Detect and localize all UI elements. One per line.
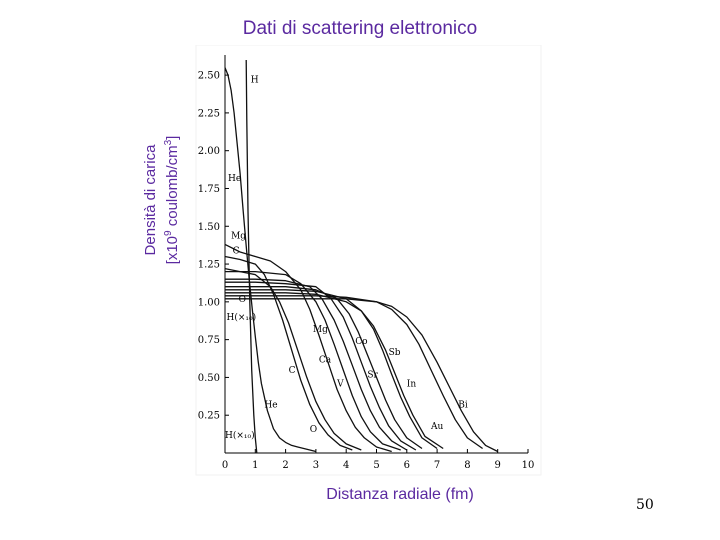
x-tick-label: 2: [282, 460, 288, 471]
chart-axes: 0 1 2 3 4 5 6 7 8 9 10 0.25 0.50 0.75 1.00 1.25 1.50 1.75…: [198, 55, 535, 471]
series-line-c: [224, 255, 353, 451]
y-tick-label: 1.50: [198, 222, 220, 233]
x-tick-label: 1: [252, 460, 258, 471]
curve-label: Co: [355, 337, 367, 347]
x-tick-label: 8: [464, 460, 470, 471]
y-axis-label-line2: [x109 coulomb/cm3]: [160, 136, 182, 265]
series-line-sr: [225, 286, 423, 450]
curve-label: H(×₁₀): [225, 430, 255, 441]
x-tick-label: 4: [343, 460, 349, 471]
y-axis-label-close: ]: [164, 135, 181, 140]
curve-label: Mg: [313, 325, 328, 335]
curve-label: Sb: [389, 348, 401, 358]
x-tick-label: 0: [222, 460, 228, 471]
curve-label: O: [239, 295, 246, 305]
x-tick-label: 9: [495, 460, 501, 471]
curve-label: O: [310, 425, 317, 435]
series-line-he: [224, 67, 317, 453]
curve-label: C: [289, 366, 296, 376]
series-line-h: [245, 59, 258, 454]
curve-label: In: [407, 380, 417, 390]
curve-label: Bi: [458, 401, 468, 411]
y-tick-label: 2.50: [198, 71, 220, 82]
curve-label: Au: [430, 422, 443, 432]
curve-label: H: [251, 76, 259, 86]
series-line-bi: [225, 298, 498, 453]
y-axis-label-prefix: [x10: [164, 235, 181, 265]
y-tick-label: 2.00: [198, 146, 220, 157]
chart-annotations: H He Mg C O H(×₁₀) Mg Co Sb Ca C Sr V In Bi He Au O H(×₁₀): [225, 76, 468, 441]
curve-label: H(×₁₀): [227, 312, 257, 323]
y-tick-label: 1.25: [198, 260, 220, 271]
y-axis-label-text: Densità di carica [x109 coulomb/cm3]: [142, 136, 182, 265]
x-tick-label: 7: [434, 460, 440, 471]
curve-label: Mg: [231, 231, 246, 241]
curve-label: He: [228, 174, 241, 184]
curve-label: Sr: [367, 370, 378, 380]
series-line-ca: [225, 270, 401, 451]
series-line-in: [225, 292, 444, 450]
x-axis-label: Distanza radiale (fm): [326, 486, 474, 503]
y-axis-label-unit: coulomb/cm: [164, 145, 181, 231]
x-tick-label: 6: [404, 460, 410, 471]
chart-plot: 0 1 2 3 4 5 6 7 8 9 10 0.25 0.50 0.75 1.00 1.25 1.50 1.75…: [195, 45, 542, 476]
x-tick-label: 10: [522, 460, 535, 471]
x-tick-label: 3: [313, 460, 319, 471]
y-tick-label: 1.75: [198, 184, 220, 195]
y-tick-label: 0.50: [198, 373, 220, 384]
y-axis-label-unit-exponent: 3: [163, 139, 174, 146]
chart-series: [224, 59, 498, 454]
y-axis-label-exponent: 9: [163, 230, 174, 236]
series-line-mg: [224, 243, 392, 453]
series-line-au: [225, 295, 483, 450]
y-tick-label: 2.25: [198, 108, 220, 119]
series-line-co: [225, 281, 417, 451]
series-line-v: [225, 278, 408, 451]
y-tick-label: 1.00: [198, 297, 220, 308]
y-tick-label: 0.75: [198, 335, 220, 346]
y-axis-label-line1: Densità di carica: [142, 144, 159, 256]
series-line-o: [224, 267, 362, 451]
curve-label: C: [233, 247, 240, 257]
curve-label: Ca: [319, 355, 332, 365]
page-number: 50: [636, 497, 654, 513]
curve-label: V: [336, 380, 344, 390]
series-line-sb: [225, 289, 438, 450]
y-axis-label: Densità di carica [x109 coulomb/cm3]: [132, 55, 192, 345]
chart-title: Dati di scattering elettronico: [242, 18, 478, 39]
x-tick-label: 5: [373, 460, 379, 471]
curve-label: He: [264, 401, 277, 411]
y-tick-label: 0.25: [198, 411, 220, 422]
